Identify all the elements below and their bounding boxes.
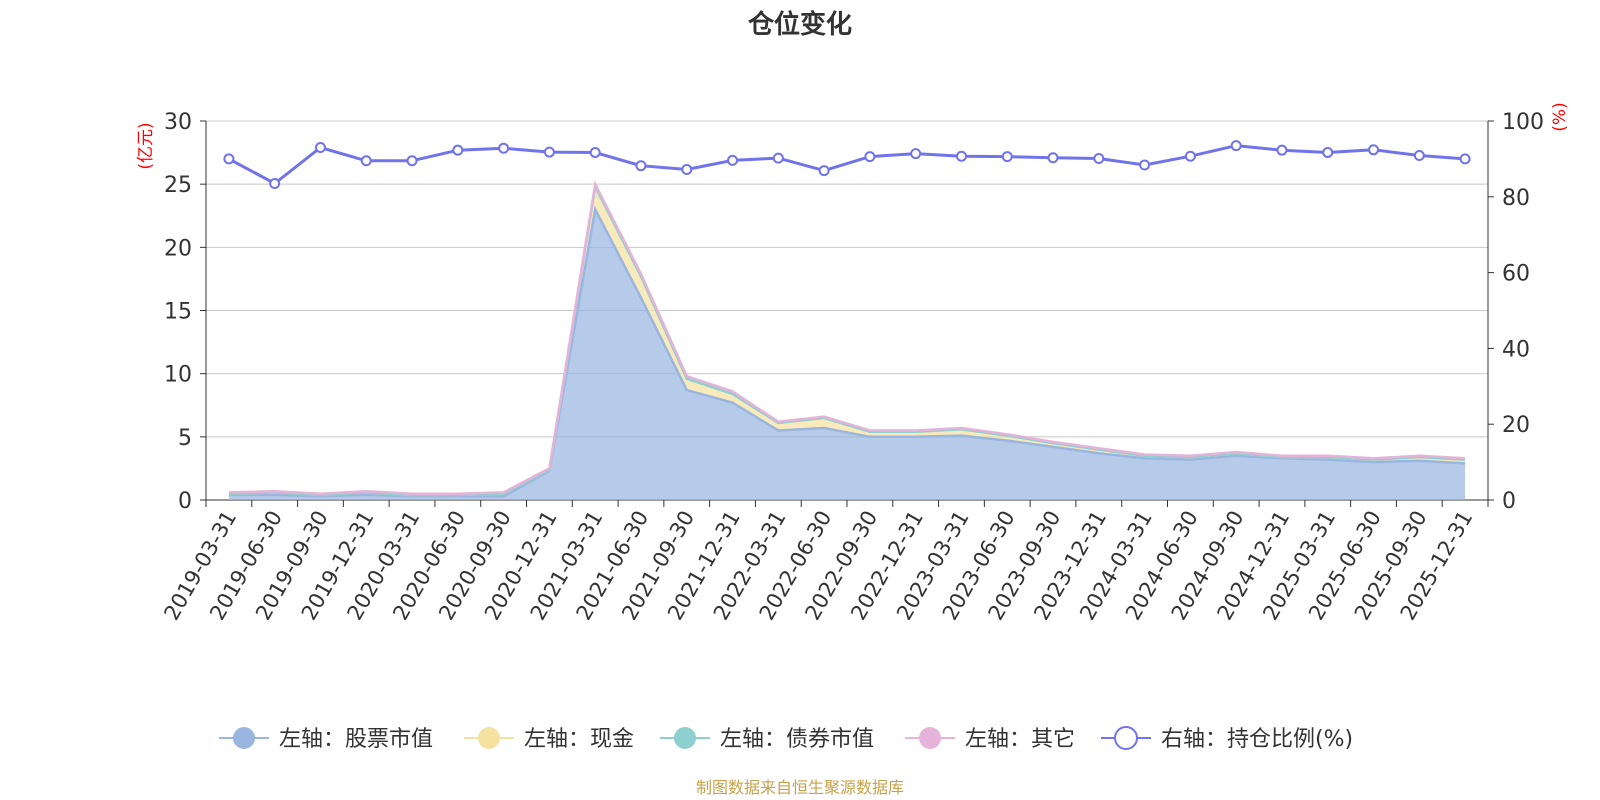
- holding-ratio-point: [1047, 152, 1059, 164]
- legend-label-0: 左轴：股票市值: [279, 727, 433, 752]
- y-left-tick-label: 25: [164, 173, 192, 198]
- legend-label-2: 左轴：债券市值: [720, 727, 874, 752]
- data-source-footer: 制图数据来自恒生聚源数据库: [695, 778, 904, 797]
- holding-ratio-point: [1322, 146, 1334, 158]
- y-left-tick-label: 15: [164, 300, 192, 325]
- y-left-tick-label: 5: [178, 426, 192, 451]
- chart-title: 仓位变化: [747, 10, 852, 40]
- y-right-axis-label: (%): [1550, 102, 1570, 131]
- holding-ratio-point: [589, 146, 601, 158]
- holding-ratio-point: [269, 178, 281, 190]
- y-left-axis-label: (亿元): [136, 122, 156, 169]
- holding-ratio-line: [228, 144, 1466, 186]
- holding-ratio-point: [360, 155, 372, 167]
- holding-ratio-point: [864, 151, 876, 163]
- holding-ratio-point: [1459, 153, 1471, 165]
- holding-ratio-point: [1413, 149, 1425, 161]
- legend-label-1: 左轴：现金: [524, 727, 634, 752]
- holding-ratio-point: [406, 155, 418, 167]
- holding-ratio-point: [498, 142, 510, 154]
- legend-marker-1[interactable]: [478, 727, 500, 749]
- legend-marker-2[interactable]: [674, 727, 696, 749]
- holding-ratio-point: [1276, 144, 1288, 156]
- holding-ratio-point: [1001, 151, 1013, 163]
- holding-ratio-point: [1368, 144, 1380, 156]
- holding-ratio-point: [1093, 153, 1105, 165]
- legend-label-3: 左轴：其它: [965, 727, 1075, 752]
- holding-ratio-point: [955, 150, 967, 162]
- holding-ratio-point: [452, 144, 464, 156]
- holding-ratio-point: [543, 146, 555, 158]
- y-left-tick-label: 10: [164, 363, 192, 388]
- y-right-tick-label: 40: [1502, 337, 1530, 362]
- holding-ratio-point: [1230, 140, 1242, 152]
- y-right-tick-label: 20: [1502, 413, 1530, 438]
- holding-ratio-point: [635, 160, 647, 172]
- legend-marker-3[interactable]: [919, 727, 941, 749]
- legend-label-4: 右轴：持仓比例(%): [1161, 727, 1353, 752]
- holding-ratio-point: [223, 153, 235, 165]
- legend-marker-0[interactable]: [233, 727, 255, 749]
- holding-ratio-point: [772, 152, 784, 164]
- holding-ratio-point: [818, 165, 830, 177]
- holding-ratio-point: [681, 164, 693, 176]
- area-line-series-3: [228, 180, 1466, 495]
- holding-ratio-point: [1139, 159, 1151, 171]
- legend-marker-4[interactable]: [1114, 726, 1138, 750]
- y-right-tick-label: 0: [1502, 489, 1516, 514]
- holding-ratio-point: [314, 142, 326, 154]
- holding-ratio-point: [1184, 150, 1196, 162]
- area-line-series-0: [228, 205, 1466, 498]
- area-series-0: [228, 209, 1466, 500]
- y-right-tick-label: 80: [1502, 186, 1530, 211]
- y-left-tick-label: 30: [164, 110, 192, 135]
- y-right-tick-label: 60: [1502, 262, 1530, 287]
- y-right-tick-label: 100: [1502, 110, 1544, 135]
- holding-ratio-point: [910, 148, 922, 160]
- holding-ratio-point: [727, 154, 739, 166]
- y-left-tick-label: 0: [178, 489, 192, 514]
- y-left-tick-label: 20: [164, 236, 192, 261]
